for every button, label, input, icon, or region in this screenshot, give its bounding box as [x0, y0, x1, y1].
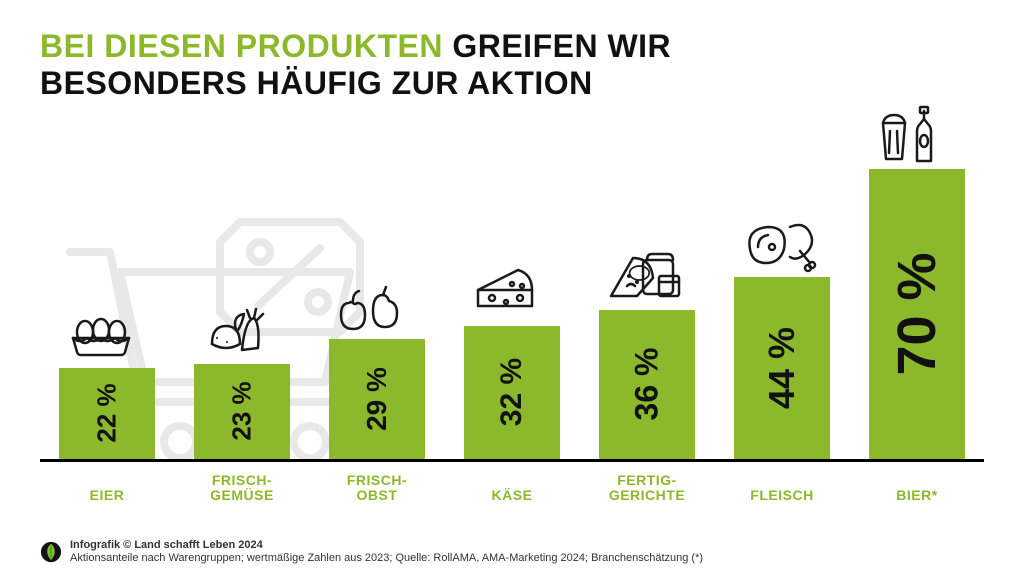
headline-rest-1: GREIFEN WIR	[443, 28, 671, 64]
footer-line-2: Aktionsanteile nach Warengruppen; wertmä…	[70, 552, 703, 564]
bar-column: 22 %EIER	[46, 368, 168, 510]
category-label: FRISCH-OBST	[307, 473, 447, 504]
bar: 23 %	[194, 364, 290, 459]
bar-column: 32 %KÄSE	[451, 326, 573, 510]
bar-column: 23 %FRISCH-GEMÜSE	[181, 364, 303, 510]
bar: 29 %	[329, 339, 425, 459]
headline-accent: BEI DIESEN PRODUKTEN	[40, 28, 443, 64]
headline: BEI DIESEN PRODUKTEN GREIFEN WIR BESONDE…	[40, 28, 984, 102]
category-label: FERTIG-GERICHTE	[577, 473, 717, 504]
veg-icon	[192, 300, 292, 360]
beer-icon	[867, 105, 967, 165]
category-label: EIER	[37, 488, 177, 503]
bar: 22 %	[59, 368, 155, 459]
bar-value: 70 %	[886, 252, 948, 375]
bar-column: 44 %FLEISCH	[721, 277, 843, 510]
category-label: KÄSE	[442, 488, 582, 503]
footer-text: Infografik © Land schafft Leben 2024 Akt…	[70, 539, 703, 567]
bar-value: 44 %	[761, 327, 803, 409]
bars-container: 22 %EIER23 %FRISCH-GEMÜSE29 %FRISCH-OBST…	[40, 110, 984, 510]
category-label: BIER*	[847, 488, 987, 503]
bar-value: 32 %	[495, 358, 529, 426]
footer: Infografik © Land schafft Leben 2024 Akt…	[40, 539, 703, 567]
category-label: FLEISCH	[712, 488, 852, 503]
leaf-logo-icon	[40, 541, 62, 563]
bar-column: 70 %BIER*	[856, 169, 978, 510]
bar-column: 36 %FERTIG-GERICHTE	[586, 310, 708, 510]
ready-icon	[597, 246, 697, 306]
bar: 32 %	[464, 326, 560, 459]
infographic-page: BEI DIESEN PRODUKTEN GREIFEN WIR BESONDE…	[0, 0, 1024, 576]
category-label: FRISCH-GEMÜSE	[172, 473, 312, 504]
bar-value: 29 %	[361, 367, 393, 431]
headline-line-2: BESONDERS HÄUFIG ZUR AKTION	[40, 65, 593, 101]
footer-line-1: Infografik © Land schafft Leben 2024	[70, 539, 263, 551]
bar-value: 22 %	[92, 383, 123, 442]
bar: 36 %	[599, 310, 695, 459]
bar: 44 %	[734, 277, 830, 459]
meat-icon	[732, 213, 832, 273]
eggs-icon	[57, 304, 157, 364]
bar-value: 36 %	[629, 348, 666, 421]
bar-chart: 22 %EIER23 %FRISCH-GEMÜSE29 %FRISCH-OBST…	[40, 110, 984, 510]
bar-value: 23 %	[227, 381, 258, 440]
cheese-icon	[462, 262, 562, 322]
bar-column: 29 %FRISCH-OBST	[316, 339, 438, 510]
fruit-icon	[327, 275, 427, 335]
bar: 70 %	[869, 169, 965, 459]
